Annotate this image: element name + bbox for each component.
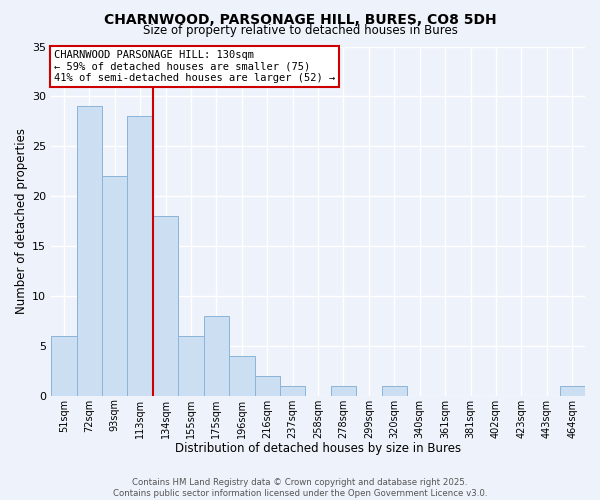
X-axis label: Distribution of detached houses by size in Bures: Distribution of detached houses by size … [175, 442, 461, 455]
Text: Size of property relative to detached houses in Bures: Size of property relative to detached ho… [143, 24, 457, 37]
Bar [77, 106, 102, 396]
Bar [127, 116, 153, 396]
Bar [280, 386, 305, 396]
Bar [203, 316, 229, 396]
Bar [51, 336, 77, 396]
Bar [102, 176, 127, 396]
Y-axis label: Number of detached properties: Number of detached properties [15, 128, 28, 314]
Bar [382, 386, 407, 396]
Bar [560, 386, 585, 396]
Bar [153, 216, 178, 396]
Text: Contains HM Land Registry data © Crown copyright and database right 2025.
Contai: Contains HM Land Registry data © Crown c… [113, 478, 487, 498]
Bar [178, 336, 203, 396]
Bar [254, 376, 280, 396]
Bar [229, 356, 254, 396]
Text: CHARNWOOD PARSONAGE HILL: 130sqm
← 59% of detached houses are smaller (75)
41% o: CHARNWOOD PARSONAGE HILL: 130sqm ← 59% o… [54, 50, 335, 83]
Text: CHARNWOOD, PARSONAGE HILL, BURES, CO8 5DH: CHARNWOOD, PARSONAGE HILL, BURES, CO8 5D… [104, 12, 496, 26]
Bar [331, 386, 356, 396]
